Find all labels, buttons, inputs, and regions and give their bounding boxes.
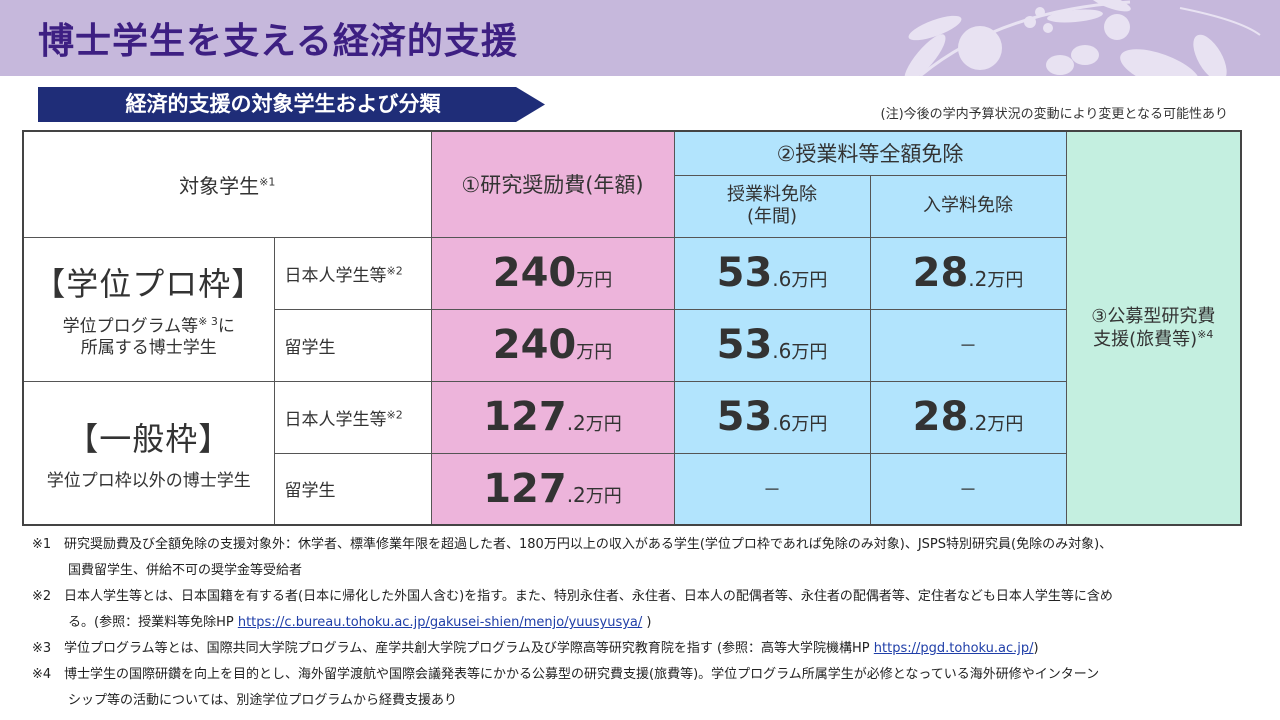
tuition-amount: 53.6万円 xyxy=(673,308,871,382)
table-row: 留学生 127.2万円 － － xyxy=(23,452,1241,526)
budget-note: (注)今後の学内予算状況の変動により変更となる可能性あり xyxy=(880,107,1229,122)
section-banner: 経済的支援の対象学生および分類 xyxy=(38,87,545,122)
header-tuition-annual: 授業料免除 (年間) xyxy=(673,174,871,238)
tuition-amount: 53.6万円 xyxy=(673,380,871,454)
tuition-amount: 53.6万円 xyxy=(673,236,871,310)
tuition-none: － xyxy=(673,452,871,526)
footnote-4-cont: シップ等の活動については、別途学位プログラムから経費支援あり xyxy=(68,693,457,708)
student-type: 日本人学生等※2 xyxy=(273,236,432,310)
footnote-4: ※4 博士学生の国際研鑽を向上を目的とし、海外留学渡航や国際会議発表等にかかる公募… xyxy=(32,667,1100,682)
footnote-3: ※3 学位プログラム等とは、国際共同大学院プログラム、産学共創大学院プログラム及び… xyxy=(32,641,1039,656)
grant-amount: 127.2万円 xyxy=(430,452,675,526)
leaf-pattern-icon xyxy=(904,0,1261,76)
footnote-1: ※1 研究奨励費及び全額免除の支援対象外：休学者、標準修業年限を超過した者、180… xyxy=(32,537,1113,552)
frame-general: 【一般枠】 学位プロ枠以外の博士学生 xyxy=(22,380,275,526)
admission-none: － xyxy=(869,308,1067,382)
header-admission-waiver: 入学料免除 xyxy=(869,174,1067,238)
student-type: 留学生 xyxy=(273,308,432,382)
grant-amount: 127.2万円 xyxy=(430,380,675,454)
tuition-waiver-link[interactable]: https://c.bureau.tohoku.ac.jp/gakusei-sh… xyxy=(237,615,643,630)
grant-amount: 240万円 xyxy=(430,236,675,310)
admission-amount: 28.2万円 xyxy=(869,236,1067,310)
admission-none: － xyxy=(869,452,1067,526)
travel-support-cell: ③公募型研究費 支援(旅費等)※4 xyxy=(1065,130,1242,526)
header-tuition-waiver: ②授業料等全額免除 xyxy=(673,130,1067,176)
footnote-2: ※2 日本人学生等とは、日本国籍を有する者(日本に帰化した外国人含む)を指す。また… xyxy=(32,589,1113,604)
footnotes: ※1 研究奨励費及び全額免除の支援対象外：休学者、標準修業年限を超過した者、180… xyxy=(32,532,1252,714)
header-target-students: 対象学生※1 xyxy=(22,130,432,238)
grant-amount: 240万円 xyxy=(430,308,675,382)
footnote-1-cont: 国費留学生、併給不可の奨学金等受給者 xyxy=(68,563,303,578)
student-type: 留学生 xyxy=(273,452,432,526)
admission-amount: 28.2万円 xyxy=(869,380,1067,454)
student-type: 日本人学生等※2 xyxy=(273,380,432,454)
banner-arrow-shape xyxy=(38,87,545,122)
table-row: 留学生 240万円 53.6万円 － xyxy=(23,308,1241,382)
page-header: 博士学生を支える経済的支援 xyxy=(0,0,1280,76)
graduate-school-link[interactable]: https://pgd.tohoku.ac.jp/ xyxy=(873,641,1034,656)
table-row: 【一般枠】 学位プロ枠以外の博士学生 日本人学生等※2 127.2万円 53.6… xyxy=(22,380,1241,526)
footnote-2-cont: る。(参照：授業料等免除HP https://c.bureau.tohoku.a… xyxy=(68,615,652,630)
page-title: 博士学生を支える経済的支援 xyxy=(38,21,518,62)
table-row: 【学位プロ枠】 学位プログラム等※ 3に 所属する博士学生 日本人学生等※2 2… xyxy=(22,236,1241,382)
support-table: 対象学生※1 ①研究奨励費(年額) ②授業料等全額免除 ③公募型研究費 支援(旅… xyxy=(22,130,1243,526)
section-title: 経済的支援の対象学生および分類 xyxy=(125,92,441,116)
frame-degree-program: 【学位プロ枠】 学位プログラム等※ 3に 所属する博士学生 xyxy=(22,236,275,382)
header-research-grant: ①研究奨励費(年額) xyxy=(430,130,675,238)
